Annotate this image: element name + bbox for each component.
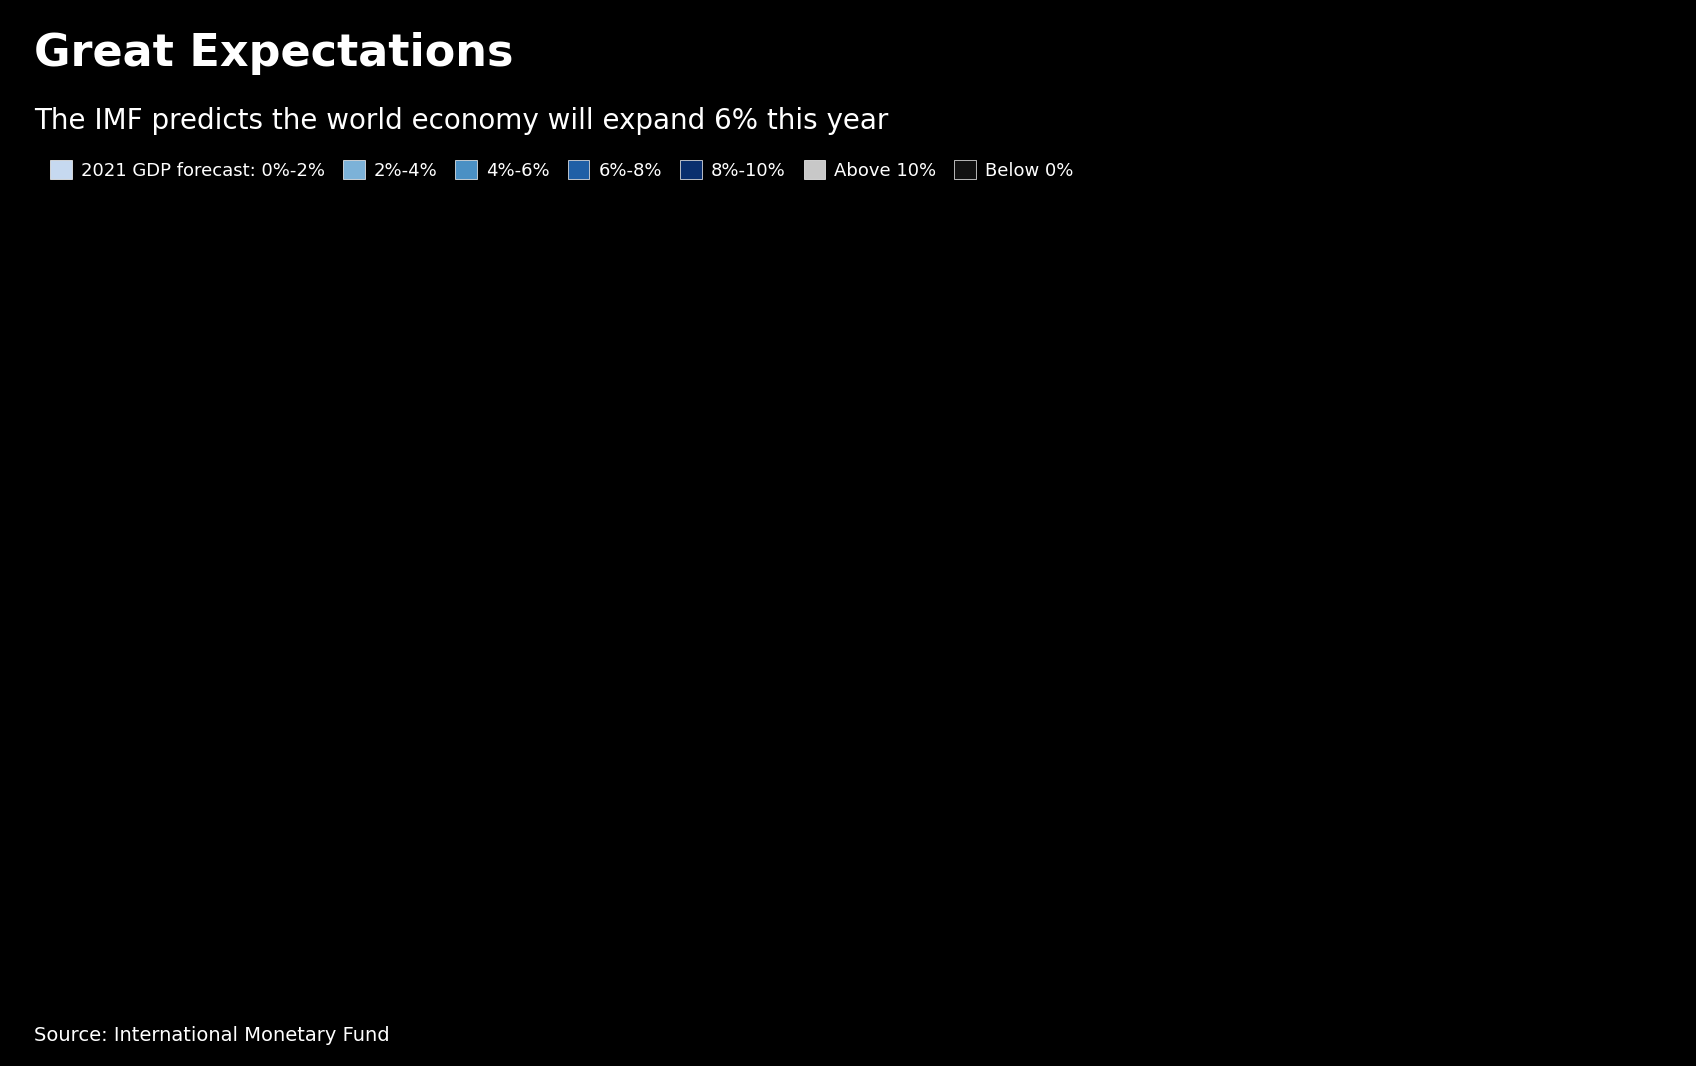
Text: The IMF predicts the world economy will expand 6% this year: The IMF predicts the world economy will … xyxy=(34,107,889,134)
Text: Source: International Monetary Fund: Source: International Monetary Fund xyxy=(34,1025,390,1045)
Legend: 2021 GDP forecast: 0%-2%, 2%-4%, 4%-6%, 6%-8%, 8%-10%, Above 10%, Below 0%: 2021 GDP forecast: 0%-2%, 2%-4%, 4%-6%, … xyxy=(42,152,1080,187)
Text: Great Expectations: Great Expectations xyxy=(34,32,514,75)
